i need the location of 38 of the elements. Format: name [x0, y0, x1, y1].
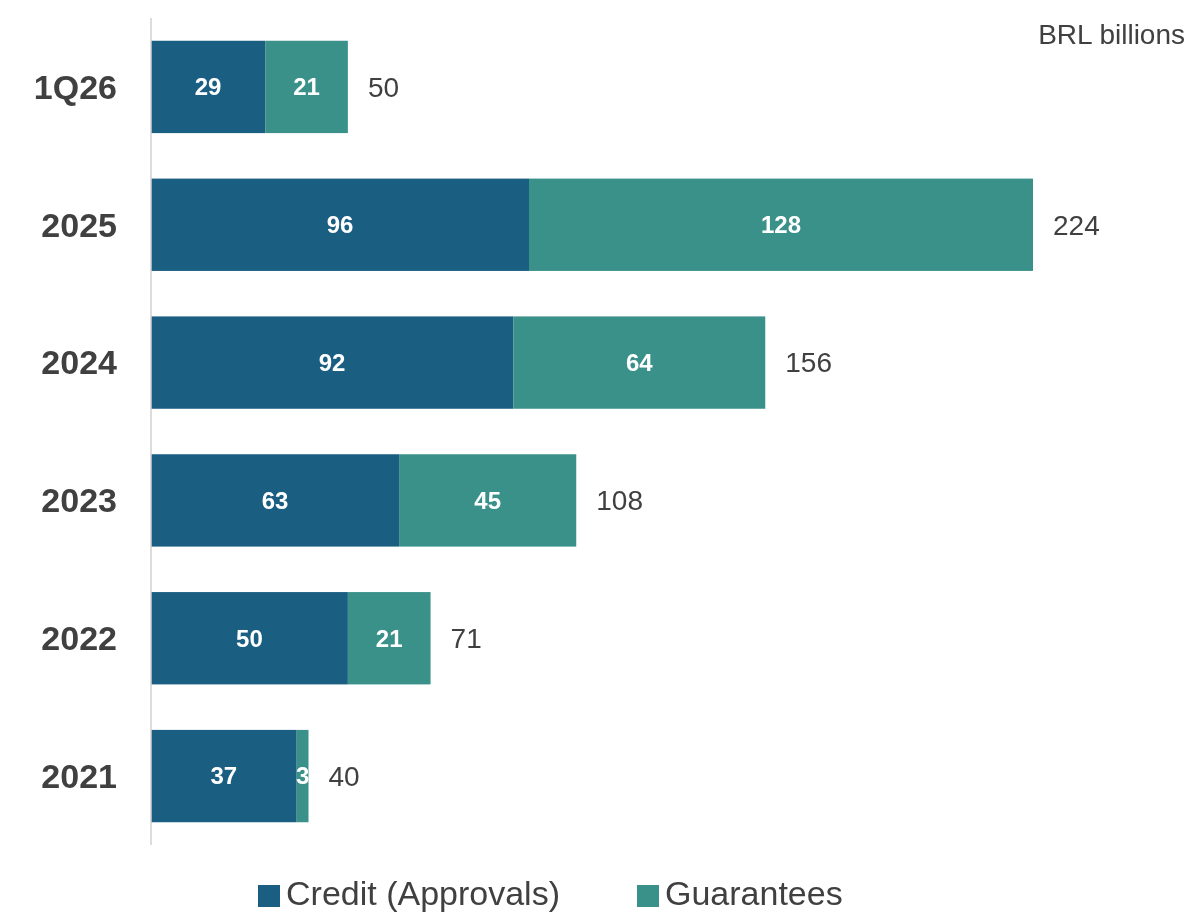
data-label: 29	[194, 73, 222, 101]
bar	[529, 178, 1033, 271]
total-label: 71	[450, 623, 482, 655]
total-label: 108	[596, 485, 643, 517]
bar	[151, 316, 514, 409]
data-label: 96	[326, 211, 354, 239]
data-label: 50	[236, 624, 263, 652]
data-label: 45	[474, 486, 502, 514]
bar	[265, 40, 348, 134]
bar	[151, 729, 297, 823]
y-tick-label: 2025	[41, 205, 117, 244]
text: BRL billions	[1038, 19, 1185, 50]
y-tick-label: 2021	[41, 756, 117, 795]
total-label: 224	[1053, 209, 1100, 241]
data-label: 37	[210, 762, 238, 790]
bar	[151, 454, 400, 547]
y-tick-label: 2023	[41, 481, 117, 520]
data-label: 21	[293, 73, 320, 101]
y-tick-label: 2024	[41, 343, 118, 382]
total-label: 50	[367, 71, 400, 103]
data-label: 64	[625, 348, 654, 376]
bar	[151, 40, 266, 134]
legend-label: Credit (Approvals)	[286, 874, 560, 912]
data-label: 92	[318, 348, 346, 376]
bar	[399, 454, 577, 547]
y-tick-label: 1Q26	[33, 67, 117, 106]
data-label: 63	[261, 486, 289, 514]
bar	[513, 316, 766, 409]
y-tick-label: 2022	[41, 619, 117, 658]
bar	[151, 178, 529, 271]
legend-label: Guarantees	[665, 874, 843, 912]
data-label: 3	[295, 762, 310, 790]
bar	[347, 592, 431, 685]
data-label: 21	[375, 624, 403, 652]
total-label: 156	[785, 347, 832, 379]
total-label: 40	[328, 760, 360, 792]
bar	[151, 592, 348, 685]
data-label: 128	[760, 211, 802, 239]
